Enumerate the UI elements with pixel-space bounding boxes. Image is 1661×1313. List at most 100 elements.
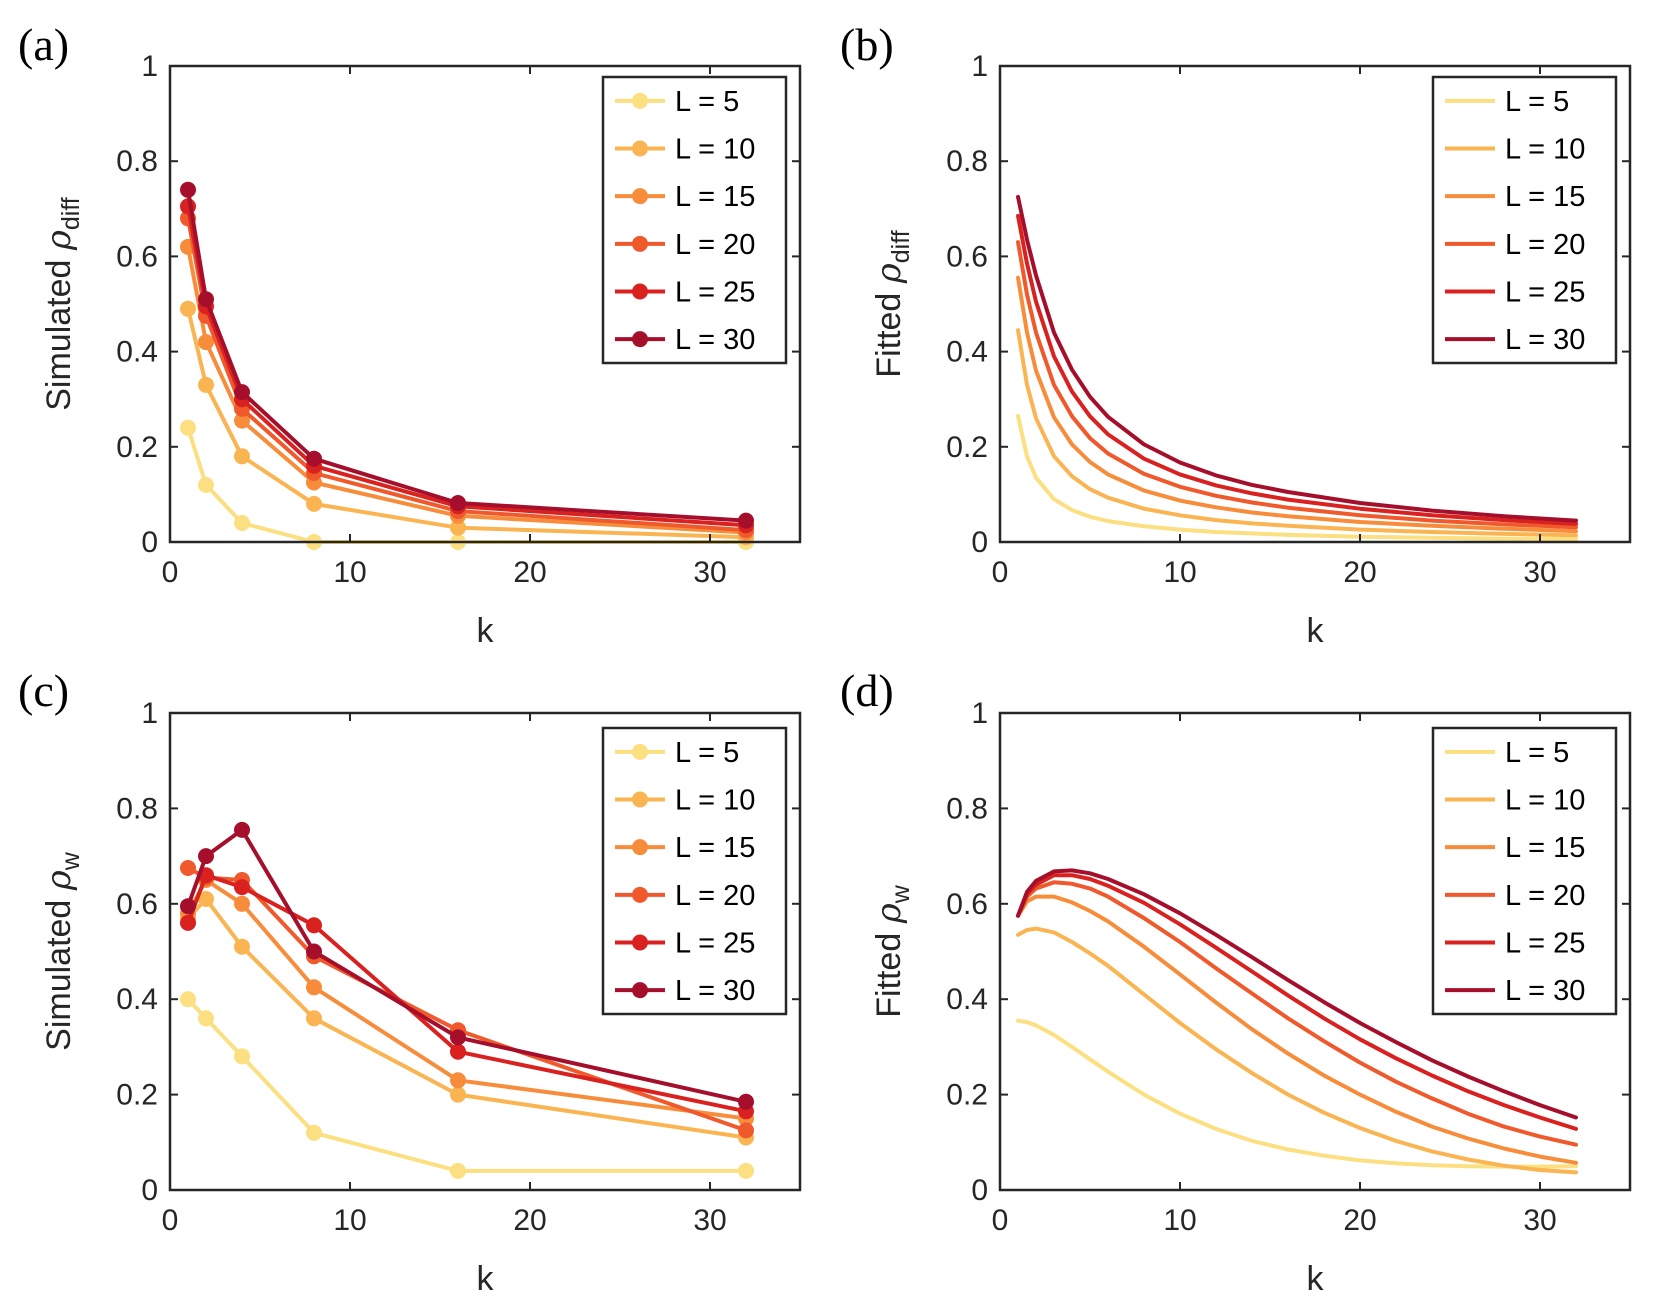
axes-box bbox=[168, 64, 802, 544]
data-point bbox=[180, 860, 196, 876]
legend-marker bbox=[632, 839, 648, 856]
legend-label: L = 5 bbox=[675, 737, 739, 769]
y-tick-label: 0.2 bbox=[116, 431, 158, 464]
series-line bbox=[1016, 868, 1578, 1120]
panel-label: (a) bbox=[18, 19, 69, 70]
y-tick-label: 0.8 bbox=[946, 792, 988, 825]
legend-box bbox=[601, 726, 788, 1016]
y-axis-label: Fitted ρw bbox=[869, 884, 915, 1017]
y-tick-label: 0 bbox=[971, 1174, 988, 1207]
y-tick-label: 1 bbox=[971, 50, 988, 83]
data-point bbox=[198, 848, 214, 865]
y-tick-label: 0.4 bbox=[116, 983, 158, 1016]
axes-box bbox=[998, 64, 1632, 544]
y-axis-label: Fitted ρdiff bbox=[869, 230, 915, 377]
axes-box bbox=[998, 711, 1632, 1192]
legend-label: L = 5 bbox=[1505, 737, 1569, 769]
x-tick-label: 0 bbox=[992, 556, 1009, 589]
data-point bbox=[180, 914, 196, 931]
data-point bbox=[738, 1093, 754, 1110]
series-line bbox=[1016, 894, 1578, 1165]
legend-marker bbox=[632, 188, 648, 205]
data-point bbox=[450, 1043, 466, 1060]
legend-label: L = 25 bbox=[1505, 277, 1585, 309]
x-axis-label: k bbox=[1307, 612, 1325, 650]
data-point bbox=[450, 1029, 466, 1046]
x-tick-label: 10 bbox=[1163, 1204, 1196, 1237]
legend-marker bbox=[632, 235, 648, 252]
y-tick-label: 1 bbox=[141, 697, 158, 730]
data-point bbox=[180, 300, 196, 317]
series-line bbox=[1016, 1018, 1578, 1169]
y-axis-label-symbol: ρ bbox=[869, 263, 909, 284]
y-tick-label: 0.4 bbox=[116, 336, 158, 369]
y-tick-label: 0 bbox=[141, 1174, 158, 1207]
legend: L = 5 L = 10 L = 15 L = 20 L = 25 L = 30 bbox=[601, 726, 788, 1016]
legend-marker bbox=[632, 140, 648, 157]
legend-marker bbox=[632, 982, 648, 999]
data-point bbox=[180, 991, 196, 1008]
legend-label: L = 15 bbox=[675, 181, 755, 213]
series-line bbox=[186, 827, 748, 1104]
data-point bbox=[180, 419, 196, 436]
data-point bbox=[738, 512, 754, 529]
y-axis-label-symbol: ρ bbox=[39, 230, 79, 251]
data-point bbox=[234, 938, 250, 955]
legend-label: L = 20 bbox=[1505, 229, 1585, 261]
y-axis-label-text: Simulated bbox=[40, 250, 78, 411]
y-tick-label: 0 bbox=[971, 526, 988, 559]
panel-label: (d) bbox=[840, 665, 894, 716]
data-point bbox=[198, 334, 214, 351]
data-point bbox=[450, 1072, 466, 1089]
data-point bbox=[234, 1048, 250, 1065]
data-point bbox=[306, 979, 322, 996]
x-tick-label: 20 bbox=[1343, 556, 1376, 589]
series-line bbox=[1016, 194, 1578, 523]
data-point bbox=[234, 384, 250, 401]
x-tick-label: 0 bbox=[992, 1204, 1009, 1237]
series-line bbox=[186, 187, 748, 523]
legend-box bbox=[1431, 75, 1618, 365]
y-tick-label: 0.2 bbox=[946, 1079, 988, 1112]
data-point bbox=[234, 412, 250, 429]
x-tick-label: 20 bbox=[1343, 1204, 1376, 1237]
data-point bbox=[450, 495, 466, 511]
y-tick-label: 0.8 bbox=[946, 145, 988, 178]
y-tick-label: 0.4 bbox=[946, 336, 988, 369]
legend-marker bbox=[632, 886, 648, 903]
legend-label: L = 15 bbox=[1505, 181, 1585, 213]
legend-label: L = 5 bbox=[675, 86, 739, 118]
panel-a: (a) 0 10 20 30 0 0.2 0.4 0.6 0.8 1 k Simulated ρdiff… bbox=[18, 19, 802, 650]
data-point bbox=[198, 476, 214, 493]
legend-marker bbox=[632, 791, 648, 808]
panel-c: (c) 0 10 20 30 0 0.2 0.4 0.6 0.8 1 k Simulated ρw L =… bbox=[18, 665, 802, 1298]
x-tick-label: 30 bbox=[693, 1204, 726, 1237]
legend-box bbox=[1431, 726, 1618, 1016]
legend-label: L = 20 bbox=[675, 880, 755, 912]
legend-label: L = 20 bbox=[675, 229, 755, 261]
data-point bbox=[306, 1124, 322, 1141]
data-point bbox=[306, 1010, 322, 1027]
data-point bbox=[198, 291, 214, 308]
y-axis-label-symbol: ρ bbox=[39, 870, 79, 891]
x-tick-label: 0 bbox=[162, 1204, 179, 1237]
legend-label: L = 20 bbox=[1505, 880, 1585, 912]
x-tick-label: 10 bbox=[333, 1204, 366, 1237]
data-point bbox=[234, 515, 250, 531]
y-tick-label: 0.8 bbox=[116, 145, 158, 178]
y-axis-label: Simulated ρdiff bbox=[39, 197, 85, 411]
legend-label: L = 25 bbox=[1505, 928, 1585, 960]
legend-label: L = 5 bbox=[1505, 86, 1569, 118]
panel-label: (c) bbox=[18, 665, 69, 716]
legend-label: L = 15 bbox=[1505, 832, 1585, 864]
data-point bbox=[738, 1122, 754, 1139]
y-axis-label: Simulated ρw bbox=[39, 851, 85, 1051]
y-axis-label-subscript: w bbox=[887, 884, 915, 904]
data-point bbox=[738, 1162, 754, 1179]
y-tick-label: 0.6 bbox=[946, 240, 988, 273]
data-point bbox=[234, 895, 250, 912]
data-point bbox=[450, 1162, 466, 1179]
y-tick-label: 0.4 bbox=[946, 983, 988, 1016]
x-tick-label: 10 bbox=[333, 556, 366, 589]
